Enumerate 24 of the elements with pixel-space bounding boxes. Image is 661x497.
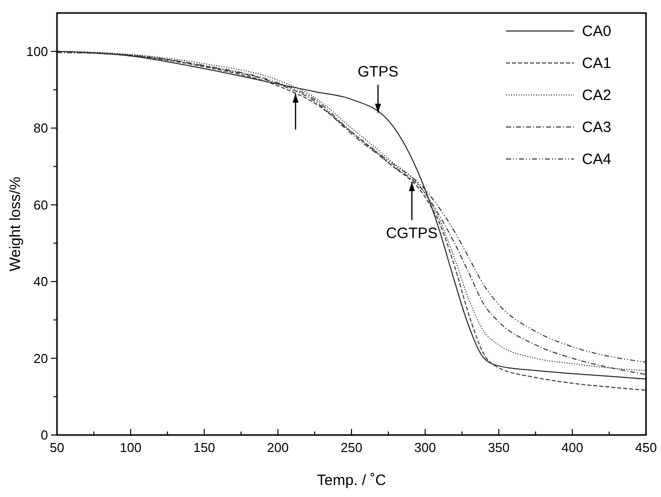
y-tick-label: 100 bbox=[26, 44, 48, 59]
x-tick-label: 150 bbox=[193, 440, 216, 455]
y-tick-label: 20 bbox=[34, 350, 48, 366]
x-tick-label: 200 bbox=[267, 440, 289, 455]
legend-label: CA3 bbox=[582, 119, 612, 136]
x-tick-label: 250 bbox=[340, 440, 362, 455]
x-tick-label: 300 bbox=[414, 440, 436, 455]
x-tick-label: 400 bbox=[562, 440, 584, 455]
annotation: GTPS bbox=[358, 64, 398, 81]
x-axis-title: Temp. / ˚C bbox=[316, 472, 386, 489]
y-tick-label: 80 bbox=[34, 120, 48, 136]
annotation: CGTPS bbox=[386, 225, 438, 242]
legend-label: CA1 bbox=[582, 55, 612, 72]
x-tick-label: 450 bbox=[635, 440, 657, 455]
x-tick-label: 350 bbox=[488, 440, 510, 455]
y-axis-title: Weight loss/% bbox=[7, 176, 24, 272]
y-tick-label: 40 bbox=[34, 274, 48, 290]
legend-label: CA2 bbox=[582, 87, 612, 104]
legend-label: CA0 bbox=[582, 23, 612, 40]
y-tick-label: 0 bbox=[40, 428, 48, 442]
legend-label: CA4 bbox=[582, 151, 612, 168]
x-tick-label: 100 bbox=[120, 440, 142, 455]
x-tick-label: 50 bbox=[50, 440, 64, 455]
y-tick-label: 60 bbox=[34, 197, 48, 212]
